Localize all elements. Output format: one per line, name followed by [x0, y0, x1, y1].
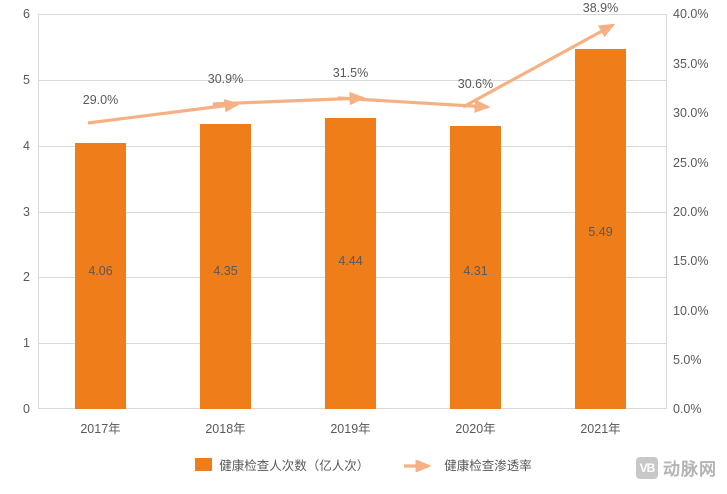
legend-label-bar-series: 健康检查人次数（亿人次）	[219, 459, 370, 473]
watermark-badge-icon: VB	[636, 456, 658, 479]
gridline	[38, 79, 667, 81]
watermark-text: 动脉网	[663, 460, 717, 479]
chart-legend: 健康检查人次数（亿人次） 健康检查渗透率	[0, 455, 727, 474]
y-axis-left-tick: 2	[23, 270, 30, 284]
x-axis-tick-2017: 2017年	[80, 422, 121, 436]
y-axis-right-tick: 10.0%	[673, 304, 709, 318]
y-axis-right-tick: 0.0%	[673, 402, 702, 416]
bar-2018[interactable]	[200, 123, 251, 409]
bar-value-2020: 4.31	[463, 264, 488, 278]
y-axis-left-tick: 6	[23, 7, 30, 21]
bar-2021[interactable]	[575, 48, 626, 409]
right-axis-line	[666, 14, 667, 409]
y-axis-right-tick: 5.0%	[673, 353, 702, 367]
left-axis-line	[38, 14, 39, 409]
legend-label-line-series: 健康检查渗透率	[444, 459, 532, 473]
y-axis-right-tick: 30.0%	[673, 106, 709, 120]
y-axis-left-tick: 4	[23, 139, 30, 153]
gridline	[38, 14, 667, 15]
bar-2019[interactable]	[325, 117, 376, 409]
bar-value-2021: 5.49	[588, 225, 613, 239]
pct-value-2020: 30.6%	[457, 77, 494, 91]
legend-item-bar-series[interactable]: 健康检查人次数（亿人次）	[195, 455, 369, 474]
y-axis-left-tick: 3	[23, 205, 30, 219]
y-axis-left-tick: 1	[23, 336, 30, 350]
y-axis-right-tick: 40.0%	[673, 7, 709, 21]
y-axis-left-tick: 5	[23, 73, 30, 87]
legend-item-line-series[interactable]: 健康检查渗透率	[403, 455, 532, 474]
y-axis-right-tick: 20.0%	[673, 205, 709, 219]
x-axis-tick-2020: 2020年	[455, 422, 496, 436]
bar-2017[interactable]	[75, 142, 126, 409]
legend-square-icon	[195, 458, 213, 471]
y-axis-right-tick: 25.0%	[673, 156, 709, 170]
y-axis-left-tick: 0	[23, 402, 30, 416]
watermark: VB 动脉网	[636, 455, 717, 480]
bar-value-2018: 4.35	[213, 264, 238, 278]
bar-value-2019: 4.44	[338, 254, 363, 268]
y-axis-right-tick: 15.0%	[673, 254, 709, 268]
pct-value-2019: 31.5%	[332, 66, 369, 80]
y-axis-right-tick: 35.0%	[673, 57, 709, 71]
bar-value-2017: 4.06	[88, 264, 113, 278]
bar-2020[interactable]	[450, 126, 501, 409]
legend-arrow-icon	[403, 458, 437, 473]
pct-value-2021: 38.9%	[582, 1, 619, 15]
x-axis-tick-2021: 2021年	[580, 422, 621, 436]
pct-value-2017: 29.0%	[82, 93, 119, 107]
x-axis-tick-2018: 2018年	[205, 422, 246, 436]
pct-value-2018: 30.9%	[207, 72, 244, 86]
x-axis-tick-2019: 2019年	[330, 422, 371, 436]
